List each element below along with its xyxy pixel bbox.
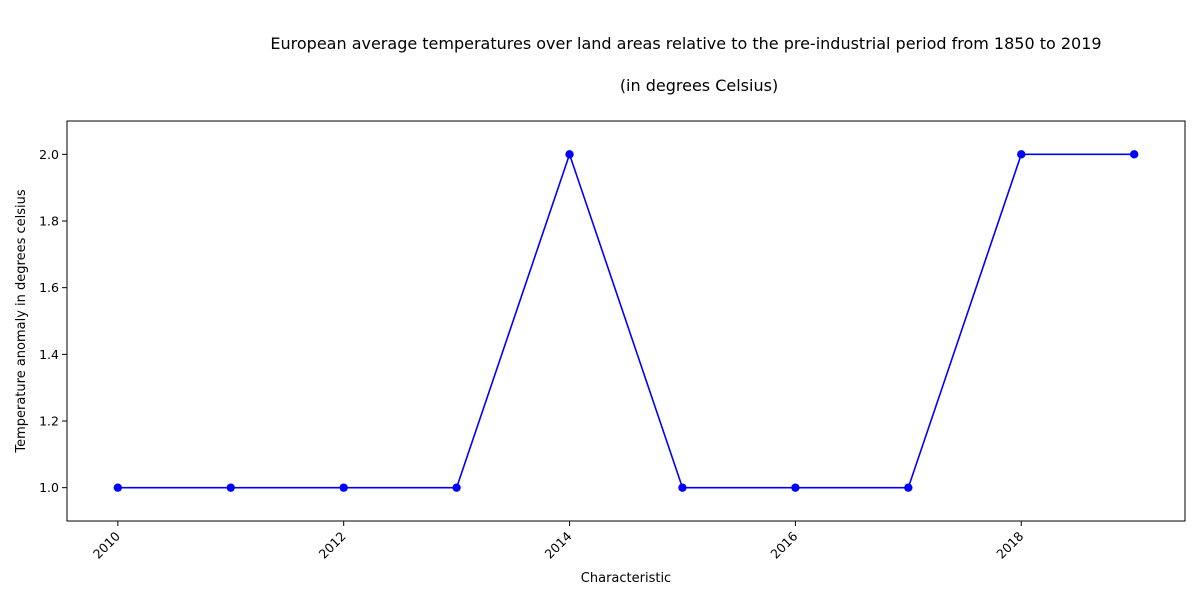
data-point [113,483,123,492]
data-point [904,483,913,492]
x-tick-label: 2012 [316,529,349,562]
data-point [1017,150,1026,159]
y-tick-label: 1.8 [39,214,59,229]
y-tick-label: 1.4 [39,347,59,362]
x-tick-label: 2016 [767,528,800,561]
plot-area-frame [66,120,1186,522]
x-axis-ticks: 2010 2012 2014 2016 2018 [90,521,1026,562]
data-point [791,483,800,492]
data-point [678,483,687,492]
data-point [1129,150,1139,159]
y-tick-label: 1.2 [39,414,59,429]
y-tick-label: 1.6 [39,280,59,295]
chart-title: European average temperatures over land … [270,34,1101,53]
data-point [452,483,461,492]
series-layer [113,150,1139,492]
y-tick-label: 2.0 [39,147,59,162]
x-tick-label: 2010 [90,528,123,561]
y-tick-label: 1.0 [39,480,59,495]
data-point [339,483,348,492]
x-tick-label: 2018 [993,528,1026,561]
y-axis-label: Temperature anomaly in degrees celsius [14,189,29,454]
series-line [117,153,1135,489]
x-tick-label: 2014 [542,528,575,561]
y-axis-ticks: 1.0 1.2 1.4 1.6 1.8 2.0 [39,147,67,495]
data-point [226,483,235,492]
chart-subtitle: (in degrees Celsius) [620,76,778,95]
x-axis-label: Characteristic [581,571,671,586]
data-point [565,150,574,159]
